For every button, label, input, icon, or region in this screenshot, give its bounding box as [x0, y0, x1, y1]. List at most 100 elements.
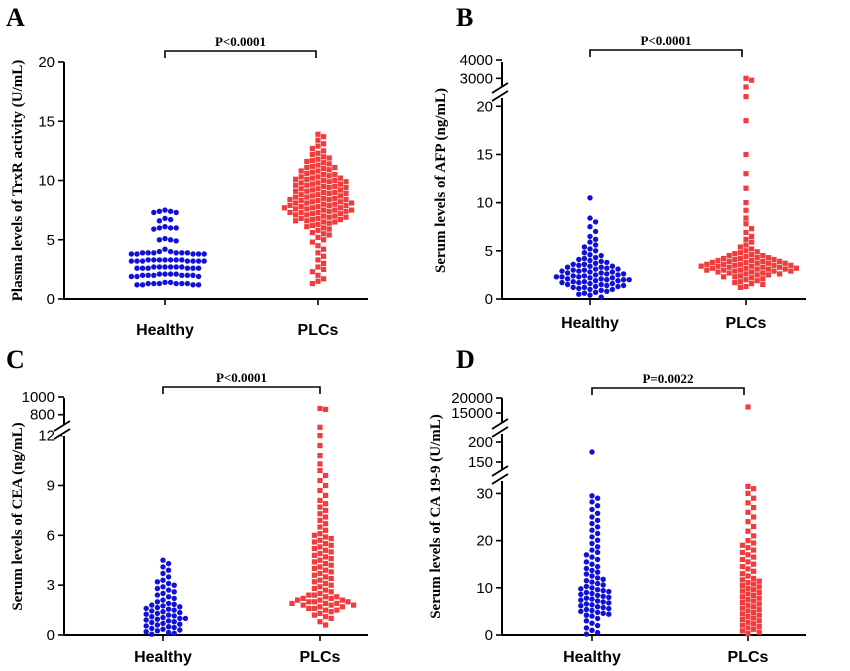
p-value-label: P=0.0022	[642, 371, 693, 386]
data-point-healthy	[134, 258, 140, 264]
data-point-plcs	[328, 556, 334, 562]
y-tick-label: 0	[485, 291, 493, 308]
data-point-plcs	[760, 281, 766, 288]
data-point-plcs	[743, 229, 749, 236]
data-point-plcs	[323, 567, 329, 573]
data-point-healthy	[589, 607, 595, 614]
data-point-healthy	[151, 257, 157, 263]
data-point-healthy	[162, 207, 168, 213]
data-point-plcs	[328, 602, 334, 608]
data-point-healthy	[179, 250, 185, 256]
data-point-healthy	[564, 276, 571, 282]
data-point-healthy	[589, 514, 595, 520]
data-point-plcs	[726, 258, 732, 264]
data-point-healthy	[606, 594, 612, 600]
data-point-healthy	[583, 559, 590, 565]
data-point-plcs	[715, 257, 721, 264]
x-category-label: PLCs	[728, 649, 769, 666]
data-point-plcs	[745, 538, 751, 544]
data-point-plcs	[317, 477, 323, 484]
data-point-healthy	[156, 264, 163, 270]
data-point-healthy	[576, 291, 582, 297]
data-point-plcs	[328, 569, 334, 575]
data-point-healthy	[592, 228, 599, 235]
data-point-plcs	[745, 490, 751, 496]
data-point-healthy	[589, 590, 595, 597]
data-point-healthy	[160, 609, 166, 615]
data-point-plcs	[323, 482, 329, 489]
data-point-healthy	[589, 596, 595, 602]
data-point-healthy	[160, 626, 166, 632]
data-point-plcs	[749, 257, 755, 264]
data-point-healthy	[592, 242, 599, 248]
data-point-healthy	[171, 582, 177, 588]
data-point-plcs	[326, 190, 332, 197]
data-point-plcs	[311, 605, 317, 611]
data-point-plcs	[315, 243, 321, 249]
data-point-plcs	[745, 519, 751, 525]
data-point-plcs	[349, 200, 355, 206]
data-point-plcs	[745, 483, 751, 489]
axis-break-mark	[491, 82, 509, 94]
data-point-healthy	[615, 266, 621, 272]
data-point-plcs	[739, 564, 745, 570]
significance-bracket	[589, 49, 743, 57]
data-point-healthy	[173, 271, 179, 277]
data-point-healthy	[592, 248, 599, 254]
data-point-healthy	[165, 567, 172, 573]
data-point-healthy	[134, 273, 140, 280]
data-point-plcs	[328, 582, 334, 588]
data-point-healthy	[570, 261, 576, 267]
data-point-plcs	[309, 211, 315, 217]
data-point-plcs	[317, 487, 323, 494]
data-point-healthy	[615, 272, 621, 278]
data-point-plcs	[311, 546, 317, 552]
data-point-plcs	[323, 594, 329, 600]
x-category-label: PLCs	[298, 322, 339, 339]
data-point-plcs	[321, 141, 327, 147]
data-point-healthy	[589, 627, 595, 633]
data-point-healthy	[583, 618, 590, 624]
y-tick-label: 0	[485, 627, 493, 644]
data-point-healthy	[160, 620, 166, 627]
panel-letter: D	[456, 345, 475, 374]
data-point-plcs	[321, 237, 327, 243]
data-point-plcs	[298, 215, 304, 221]
data-point-healthy	[589, 573, 595, 579]
data-point-healthy	[564, 264, 571, 270]
data-point-healthy	[587, 224, 593, 230]
data-point-plcs	[749, 275, 755, 281]
data-point-plcs	[298, 180, 304, 186]
data-point-plcs	[321, 207, 327, 213]
data-point-healthy	[570, 273, 576, 279]
data-point-healthy	[177, 627, 183, 633]
data-point-plcs	[315, 198, 321, 204]
data-point-healthy	[587, 280, 593, 287]
data-point-plcs	[317, 405, 323, 412]
data-point-healthy	[145, 250, 151, 256]
data-point-healthy	[583, 631, 590, 637]
data-point-healthy	[154, 585, 161, 592]
data-point-plcs	[777, 271, 783, 277]
data-point-healthy	[182, 615, 189, 622]
data-point-plcs	[315, 156, 321, 162]
data-point-plcs	[726, 270, 732, 276]
data-point-healthy	[154, 592, 161, 598]
data-point-plcs	[756, 595, 762, 601]
data-point-plcs	[743, 221, 749, 227]
data-point-plcs	[745, 404, 751, 410]
data-point-plcs	[298, 174, 304, 180]
data-point-healthy	[606, 588, 612, 595]
data-point-plcs	[739, 628, 745, 634]
data-point-healthy	[600, 576, 606, 582]
data-point-plcs	[788, 262, 794, 268]
data-point-healthy	[609, 286, 616, 293]
data-point-healthy	[139, 265, 146, 271]
data-point-healthy	[626, 277, 632, 283]
data-point-healthy	[589, 620, 595, 626]
data-point-healthy	[594, 510, 601, 516]
data-point-plcs	[751, 533, 757, 539]
data-point-healthy	[165, 624, 172, 630]
data-point-healthy	[581, 244, 588, 250]
data-point-healthy	[177, 609, 183, 616]
